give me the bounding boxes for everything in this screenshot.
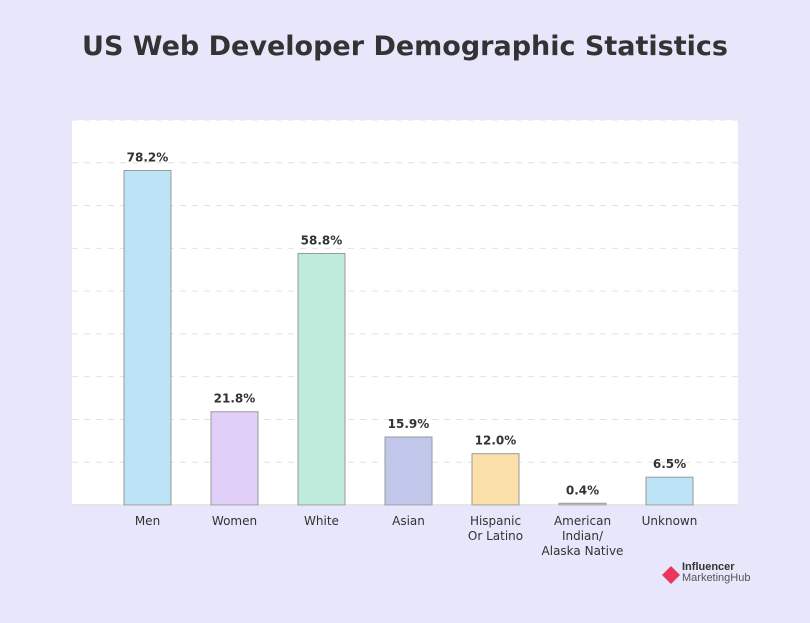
tick-label: American Indian/Alaska Native bbox=[541, 514, 624, 558]
logo: Influencer MarketingHub bbox=[662, 562, 750, 584]
tick-label: Asian bbox=[392, 514, 425, 528]
tick-label: Unknown bbox=[641, 514, 698, 528]
tick-label: Hispanic Or Latino bbox=[467, 514, 524, 543]
tick-label: White bbox=[304, 514, 339, 528]
logo-text-2: MarketingHub bbox=[682, 572, 751, 584]
tick-label: Men bbox=[134, 514, 161, 528]
tick-label: Women bbox=[211, 514, 258, 528]
chart-title: US Web Developer Demographic Statistics bbox=[82, 31, 728, 62]
logo-mark-icon bbox=[662, 566, 680, 584]
plot-area bbox=[72, 120, 738, 506]
logo-text-1: Influencer bbox=[682, 561, 735, 573]
